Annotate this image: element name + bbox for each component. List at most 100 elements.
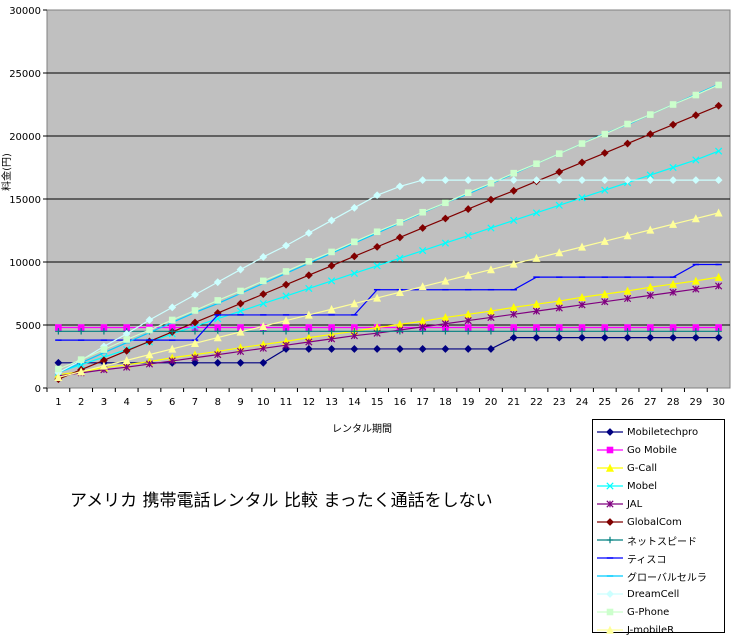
series-11-point: [373, 228, 381, 236]
x-tick-label: 23: [553, 397, 566, 408]
series-5-point: [464, 316, 472, 325]
series-5-point: [487, 313, 495, 322]
series-1-point: [327, 345, 336, 353]
series-4-point: [282, 292, 290, 300]
x-tick-label: 5: [146, 397, 152, 408]
series-10-point: [464, 176, 473, 185]
series-3-point: [623, 286, 632, 295]
x-tick-label: 25: [598, 397, 611, 408]
legend-label: Mobiletechpro: [627, 426, 699, 438]
legend-entry: GlobalCom: [593, 513, 724, 531]
series-12-point: [714, 208, 723, 217]
x-tick-label: 2: [78, 397, 84, 408]
legend-marker: [605, 463, 615, 472]
series-1-point: [555, 333, 564, 342]
series-10-point: [213, 278, 222, 287]
series-11-point: [237, 287, 244, 295]
series-6-point: [282, 280, 290, 289]
x-tick-label: 3: [101, 397, 107, 408]
series-12-point: [646, 225, 655, 234]
series-5-point: [532, 307, 541, 315]
series-12-point: [259, 321, 268, 330]
series-11-point: [282, 268, 290, 275]
series-5-point: [623, 294, 632, 303]
series-11-point: [259, 277, 267, 285]
series-6-point: [691, 111, 700, 120]
x-tick-label: 26: [621, 397, 634, 408]
series-4-point: [441, 239, 450, 247]
legend-marker: [606, 482, 614, 490]
series-6-point: [646, 130, 655, 139]
legend-entry: ティスコ: [593, 549, 724, 567]
series-1-point: [714, 333, 723, 342]
series-10-point: [259, 253, 268, 261]
x-tick-label: 16: [394, 397, 407, 408]
series-6-point: [623, 139, 632, 148]
series-10-point: [373, 191, 382, 200]
series-11-point: [419, 208, 426, 216]
legend-marker: [606, 536, 614, 544]
series-11: [55, 81, 722, 373]
y-tick-label: 25000: [9, 69, 41, 80]
series-12-point: [213, 333, 222, 342]
series-12-point: [395, 287, 404, 296]
legend-swatch: [597, 536, 623, 544]
series-5-point: [214, 350, 222, 359]
series-5-point: [714, 282, 723, 290]
series-5-point: [259, 344, 267, 352]
x-tick-label: 29: [689, 397, 702, 408]
series-10-point: [714, 176, 723, 185]
series-1-point: [464, 345, 473, 353]
series-11-point: [533, 160, 540, 168]
y-axis-ticks: 0 5000 10000 15000 20000 25000 30000: [9, 6, 47, 395]
series-1-point: [304, 345, 313, 353]
series-10-point: [669, 176, 677, 185]
series-5-point: [646, 291, 654, 300]
x-tick-label: 22: [530, 397, 543, 408]
series-10-point: [578, 176, 586, 185]
series-11-point: [191, 307, 199, 314]
legend-marker: [606, 428, 614, 436]
series-4-point: [532, 209, 541, 217]
chart-legend: Mobiletechpro Go Mobile G-Call Mobel JAL Glob…: [592, 419, 725, 636]
series-7-point: [55, 328, 62, 335]
series-11-point: [578, 140, 586, 147]
series-12-point: [168, 344, 177, 353]
series-6-point: [600, 149, 609, 157]
series-7-point: [578, 328, 586, 335]
series-1-point: [600, 333, 609, 342]
series-10-point: [646, 176, 655, 185]
series-7-point: [464, 328, 472, 335]
series-6-point: [555, 168, 564, 176]
series-4-point: [236, 307, 245, 315]
series-5-point: [282, 341, 290, 349]
series-10-point: [282, 241, 290, 250]
series-11-point: [555, 150, 563, 157]
series-10-point: [600, 176, 609, 185]
y-axis-label: 料金(円): [0, 153, 13, 191]
series-11-point: [146, 326, 153, 334]
series-4-point: [646, 171, 654, 179]
series-12-point: [555, 248, 564, 257]
series-3-point: [555, 296, 564, 305]
series-12-point: [99, 361, 108, 370]
series-6-point: [191, 318, 199, 327]
series-3-point: [532, 299, 541, 308]
series-6-point: [327, 261, 336, 270]
series-1-point: [623, 333, 632, 342]
series-11-point: [214, 297, 222, 304]
series-1-point: [487, 345, 495, 353]
series-7-point: [601, 328, 608, 335]
series-5-point: [305, 338, 313, 346]
series-10-point: [236, 265, 245, 274]
series-3-point: [509, 303, 518, 312]
y-tick-label: 20000: [9, 132, 41, 143]
series-12-point: [327, 304, 336, 313]
series-10-point: [304, 229, 313, 237]
legend-swatch: [597, 500, 623, 508]
series-8-line: [58, 263, 719, 341]
series-11-point: [601, 130, 609, 138]
legend-label: DreamCell: [627, 588, 680, 600]
legend-entry: DreamCell: [593, 585, 724, 603]
x-tick-label: 27: [644, 397, 657, 408]
